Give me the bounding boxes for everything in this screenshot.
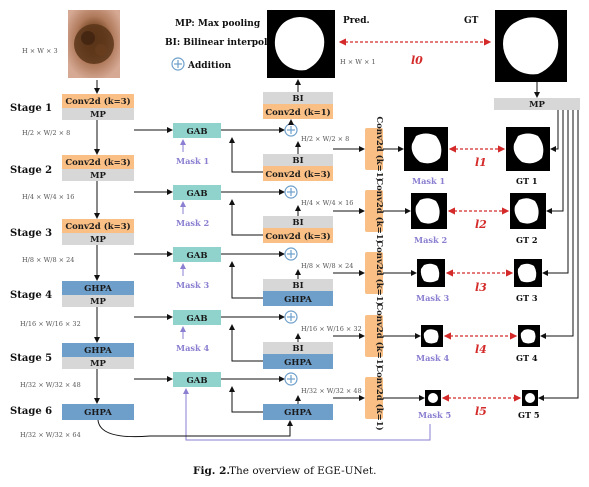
gab-label: GAB	[186, 127, 207, 137]
encoder-dim: H/32 × W/32 × 64	[20, 431, 81, 439]
loss-label: l1	[475, 156, 487, 169]
loss-label: l4	[475, 343, 487, 356]
encoder-block-label: GHPA	[84, 408, 112, 418]
decoder-bi-label: BI	[292, 94, 303, 104]
gab-label: GAB	[186, 314, 207, 324]
decoder-block-label: Conv2d (k=1)	[265, 107, 330, 118]
input-image	[68, 10, 120, 78]
encoder-mp-label: MP	[90, 235, 106, 245]
addition-icon	[285, 248, 297, 260]
encoder-mp-label: MP	[90, 171, 106, 181]
side-conv-column: Conv2d (k=1) Conv2d (k=1) Conv2d (k=1) C…	[365, 116, 385, 430]
gab-label: GAB	[186, 376, 207, 386]
encoder-dim: H/8 × W/8 × 24	[22, 256, 74, 264]
decoder-dim: H/32 × W/32 × 48	[301, 387, 362, 395]
decoder-dim: H/16 × W/16 × 32	[301, 325, 362, 333]
encoder-block-label: Conv2d (k=3)	[65, 96, 130, 107]
decoder-bi-label: BI	[292, 344, 303, 354]
encoder-block-label: Conv2d (k=3)	[65, 157, 130, 168]
input-dim: H × W × 3	[22, 47, 58, 55]
addition-icon	[285, 373, 297, 385]
gt-output-label: GT 1	[516, 176, 538, 186]
encoder-dim: H/4 × W/4 × 16	[22, 193, 74, 201]
mask-input-label: Mask 2	[176, 218, 209, 228]
decoder-bi-label: BI	[292, 218, 303, 228]
caption-text: The overview of EGE-UNet.	[229, 465, 376, 477]
mask-output-label: Mask 4	[416, 353, 450, 363]
addition-icon	[285, 124, 297, 136]
gab-label: GAB	[186, 251, 207, 261]
decoder-block-label: GHPA	[284, 408, 312, 418]
decoder-block-label: GHPA	[284, 358, 312, 368]
stage-label: Stage 3	[10, 228, 52, 239]
gt-output-label: GT 4	[516, 353, 538, 363]
encoder-mp-label: MP	[90, 110, 106, 120]
pred-mask-image	[267, 10, 335, 78]
legend-addition: Addition	[187, 61, 232, 71]
gab-label: GAB	[186, 189, 207, 199]
decoder-dim: H/2 × W/2 × 8	[301, 135, 349, 143]
mask-output-label: Mask 2	[414, 235, 447, 245]
loss-label: l5	[475, 405, 487, 418]
mask-input-label: Mask 1	[176, 156, 209, 166]
decoder-bi-label: BI	[292, 281, 303, 291]
mask-input-label: Mask 4	[176, 343, 210, 353]
gt-output-label: GT 5	[518, 410, 540, 420]
encoder-block-label: GHPA	[84, 346, 112, 356]
encoder-dim: H/32 × W/32 × 48	[20, 381, 81, 389]
stage-label: Stage 6	[10, 406, 52, 417]
encoder-block-label: GHPA	[84, 284, 112, 294]
decoder-bi-label: BI	[292, 156, 303, 166]
addition-legend-icon	[172, 58, 184, 70]
stage-label: Stage 2	[10, 165, 52, 176]
encoder-dim: H/16 × W/16 × 32	[20, 320, 81, 328]
encoder-mp-label: MP	[90, 359, 106, 369]
gt-label: GT	[464, 16, 479, 26]
mask-output-label: Mask 5	[418, 410, 452, 420]
gt-output-label: GT 3	[516, 293, 538, 303]
caption-prefix: Fig. 2.	[193, 465, 230, 477]
encoder-dim: H/2 × W/2 × 8	[22, 129, 70, 137]
loss0-label: l0	[411, 54, 423, 67]
legend-mp: MP: Max pooling	[175, 19, 261, 29]
gt-masks	[506, 127, 550, 406]
gt-output-label: GT 2	[516, 235, 538, 245]
stage-label: Stage 5	[10, 353, 52, 364]
stage-label: Stage 4	[10, 290, 52, 301]
decoder-block-label: Conv2d (k=3)	[265, 231, 330, 242]
addition-icon	[285, 186, 297, 198]
pred-masks	[404, 127, 448, 406]
decoder-dim: H/4 × W/4 × 16	[301, 199, 353, 207]
encoder-mp-label: MP	[90, 297, 106, 307]
mask-output-label: Mask 3	[416, 293, 450, 303]
gt-mask-image	[495, 10, 567, 82]
mask-input-label: Mask 3	[176, 280, 210, 290]
loss-labels: l1 l2 l3 l4 l5	[475, 156, 487, 418]
mask-output-label: Mask 1	[412, 176, 445, 186]
loss-label: l2	[475, 218, 487, 231]
addition-icon	[285, 311, 297, 323]
decoder-block-label: Conv2d (k=3)	[265, 169, 330, 180]
stage-label: Stage 1	[10, 103, 52, 114]
pred-dim: H × W × 1	[340, 58, 376, 66]
decoder-block-label: GHPA	[284, 295, 312, 305]
bottleneck-path	[98, 420, 290, 437]
encoder-block-label: Conv2d (k=3)	[65, 221, 130, 232]
decoder-dim: H/8 × W/8 × 24	[301, 262, 353, 270]
pred-label: Pred.	[343, 16, 370, 26]
loss-label: l3	[475, 281, 487, 294]
gt-mp-label: MP	[529, 100, 545, 110]
